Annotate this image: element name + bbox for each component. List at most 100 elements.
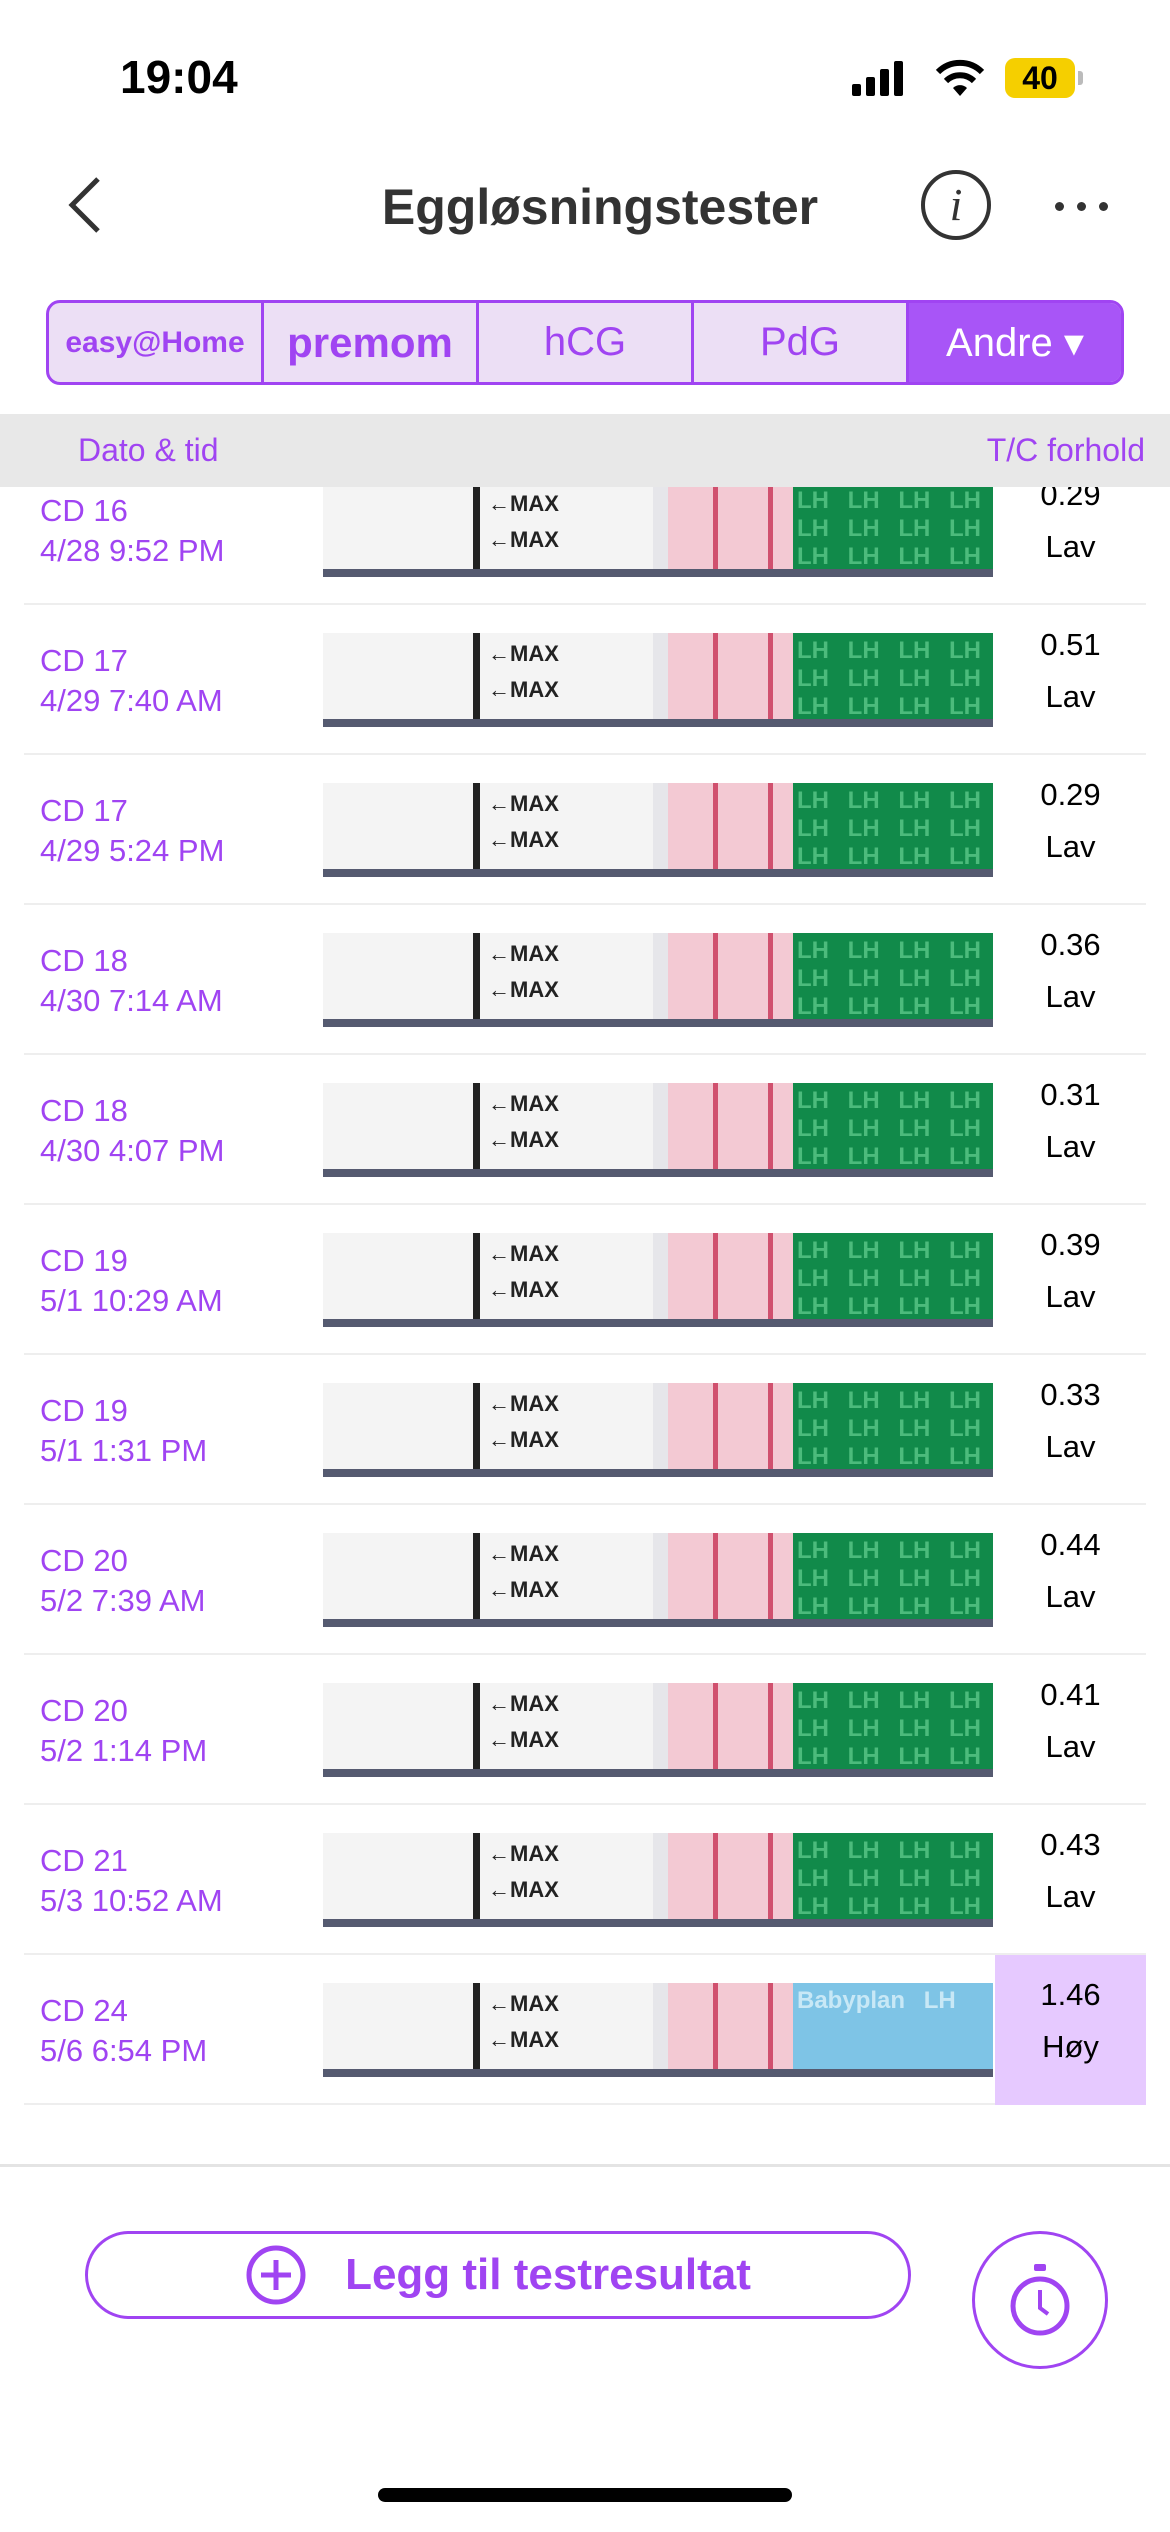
date-time: 5/1 10:29 AM xyxy=(40,1283,223,1318)
date-time: 4/30 4:07 PM xyxy=(40,1133,225,1168)
strip-brand-area: LH LH LH LH LH LH LH LH LH LH LH LH xyxy=(793,1833,993,1919)
tc-ratio-value: 0.31 xyxy=(1040,1077,1101,1112)
strip-brand-area: LH LH LH LH LH LH LH LH LH LH LH LH xyxy=(793,1083,993,1169)
lh-level: Lav xyxy=(1045,1729,1096,1764)
row-date: CD 21 5/3 10:52 AM xyxy=(40,1841,223,1921)
max-label: ←MAX xyxy=(488,1727,559,1752)
date-time: 5/3 10:52 AM xyxy=(40,1883,223,1918)
tc-ratio-cell: 0.39 Lav xyxy=(995,1205,1146,1355)
row-date: CD 17 4/29 7:40 AM xyxy=(40,641,223,721)
tab-easy-at-home[interactable]: easy@Home xyxy=(49,303,264,382)
max-label: ←MAX xyxy=(488,491,559,516)
max-label: ←MAX xyxy=(488,1841,559,1866)
max-label: ←MAX xyxy=(488,1391,559,1416)
tc-ratio-cell: 0.36 Lav xyxy=(995,905,1146,1055)
tab-andre-dropdown[interactable]: Andre ▾ xyxy=(909,303,1121,382)
test-strip-image[interactable]: ←MAX ←MAX LH LH LH LH LH LH LH LH LH LH … xyxy=(323,487,993,577)
table-row[interactable]: CD 21 5/3 10:52 AM ←MAX ←MAX LH LH LH LH … xyxy=(24,1805,1146,1955)
row-date: CD 18 4/30 4:07 PM xyxy=(40,1091,224,1171)
lh-level: Lav xyxy=(1045,1579,1096,1614)
test-result-list[interactable]: CD 16 4/28 9:52 PM ←MAX ←MAX LH LH LH LH … xyxy=(0,487,1170,2167)
date-time: 4/29 7:40 AM xyxy=(40,683,223,718)
date-time: 5/1 1:31 PM xyxy=(40,1433,208,1468)
test-strip-image[interactable]: ←MAX ←MAX LH LH LH LH LH LH LH LH LH LH … xyxy=(323,933,993,1027)
tab-premom[interactable]: premom xyxy=(264,303,479,382)
back-chevron-icon[interactable] xyxy=(60,175,110,235)
lh-level: Lav xyxy=(1045,529,1096,564)
tab-pdg[interactable]: PdG xyxy=(694,303,909,382)
test-strip-image[interactable]: ←MAX ←MAX LH LH LH LH LH LH LH LH LH LH … xyxy=(323,783,993,877)
date-time: 4/29 5:24 PM xyxy=(40,833,225,868)
strip-brand-area: LH LH LH LH LH LH LH LH LH LH LH LH xyxy=(793,1383,993,1469)
table-row[interactable]: CD 18 4/30 4:07 PM ←MAX ←MAX LH LH LH LH … xyxy=(24,1055,1146,1205)
tc-ratio-value: 0.29 xyxy=(1040,777,1101,812)
test-strip-image[interactable]: ←MAX ←MAX LH LH LH LH LH LH LH LH LH LH … xyxy=(323,1833,993,1927)
tc-ratio-cell: 0.44 Lav xyxy=(995,1505,1146,1655)
test-strip-image[interactable]: ←MAX ←MAX LH LH LH LH LH LH LH LH LH LH … xyxy=(323,1233,993,1327)
strip-brand-area: LH LH LH LH LH LH LH LH LH LH LH LH xyxy=(793,487,993,569)
test-strip-image[interactable]: ←MAX ←MAX LH LH LH LH LH LH LH LH LH LH … xyxy=(323,1533,993,1627)
wifi-icon xyxy=(935,59,985,96)
max-label: ←MAX xyxy=(488,1127,559,1152)
tc-ratio-value: 0.51 xyxy=(1040,627,1101,662)
tc-ratio-value: 0.44 xyxy=(1040,1527,1101,1562)
test-strip-image[interactable]: ←MAX ←MAX LH LH LH LH LH LH LH LH LH LH … xyxy=(323,1683,993,1777)
strip-brand-area: LH LH LH LH LH LH LH LH LH LH LH LH xyxy=(793,783,993,869)
test-strip-image[interactable]: ←MAX ←MAX LH LH LH LH LH LH LH LH LH LH … xyxy=(323,1383,993,1477)
brand-tabs: easy@Home premom hCG PdG Andre ▾ xyxy=(46,300,1124,385)
strip-brand-area: LH LH LH LH LH LH LH LH LH LH LH LH xyxy=(793,1233,993,1319)
tc-ratio-cell: 0.41 Lav xyxy=(995,1655,1146,1805)
plus-circle-icon xyxy=(246,2245,306,2305)
tc-ratio-value: 0.33 xyxy=(1040,1377,1101,1412)
table-row[interactable]: CD 17 4/29 7:40 AM ←MAX ←MAX LH LH LH LH … xyxy=(24,605,1146,755)
info-icon[interactable]: i xyxy=(921,170,991,240)
table-row[interactable]: CD 20 5/2 1:14 PM ←MAX ←MAX LH LH LH LH L… xyxy=(24,1655,1146,1805)
tc-ratio-cell: 0.31 Lav xyxy=(995,1055,1146,1205)
strip-brand-area: LH LH LH LH LH LH LH LH LH LH LH LH xyxy=(793,633,993,719)
tc-ratio-cell: 0.33 Lav xyxy=(995,1355,1146,1505)
ratio-column-header: T/C forhold xyxy=(986,432,1145,468)
max-label: ←MAX xyxy=(488,1427,559,1452)
tab-hcg[interactable]: hCG xyxy=(479,303,694,382)
max-label: ←MAX xyxy=(488,941,559,966)
date-time: 5/2 7:39 AM xyxy=(40,1583,206,1618)
table-row[interactable]: CD 16 4/28 9:52 PM ←MAX ←MAX LH LH LH LH … xyxy=(24,487,1146,605)
max-label: ←MAX xyxy=(488,2027,559,2052)
max-label: ←MAX xyxy=(488,791,559,816)
more-options-icon[interactable] xyxy=(1055,202,1108,211)
add-test-result-button[interactable]: Legg til testresultat xyxy=(85,2231,911,2319)
timer-button[interactable] xyxy=(972,2231,1108,2369)
home-indicator[interactable] xyxy=(378,2488,792,2502)
test-strip-image[interactable]: ←MAX ←MAX Babyplan LH xyxy=(323,1983,993,2077)
date-time: 4/30 7:14 AM xyxy=(40,983,223,1018)
lh-level: Lav xyxy=(1045,1879,1096,1914)
test-strip-image[interactable]: ←MAX ←MAX LH LH LH LH LH LH LH LH LH LH … xyxy=(323,1083,993,1177)
lh-level: Lav xyxy=(1045,1279,1096,1314)
tc-ratio-cell: 0.29 Lav xyxy=(995,755,1146,905)
cycle-day: CD 18 xyxy=(40,943,128,978)
table-row[interactable]: CD 19 5/1 10:29 AM ←MAX ←MAX LH LH LH LH … xyxy=(24,1205,1146,1355)
table-row[interactable]: CD 18 4/30 7:14 AM ←MAX ←MAX LH LH LH LH … xyxy=(24,905,1146,1055)
strip-brand-area: LH LH LH LH LH LH LH LH LH LH LH LH xyxy=(793,933,993,1019)
cycle-day: CD 16 xyxy=(40,493,128,528)
test-strip-image[interactable]: ←MAX ←MAX LH LH LH LH LH LH LH LH LH LH … xyxy=(323,633,993,727)
date-column-header: Dato & tid xyxy=(78,432,219,468)
strip-brand-area: Babyplan LH xyxy=(793,1983,993,2069)
table-row[interactable]: CD 19 5/1 1:31 PM ←MAX ←MAX LH LH LH LH L… xyxy=(24,1355,1146,1505)
date-time: 5/6 6:54 PM xyxy=(40,2033,208,2068)
max-label: ←MAX xyxy=(488,1577,559,1602)
tc-ratio-value: 0.43 xyxy=(1040,1827,1101,1862)
table-row[interactable]: CD 20 5/2 7:39 AM ←MAX ←MAX LH LH LH LH L… xyxy=(24,1505,1146,1655)
max-label: ←MAX xyxy=(488,641,559,666)
page-title: Eggløsningstester xyxy=(381,179,819,235)
cycle-day: CD 21 xyxy=(40,1843,128,1878)
max-label: ←MAX xyxy=(488,1991,559,2016)
date-time: 5/2 1:14 PM xyxy=(40,1733,208,1768)
table-row[interactable]: CD 17 4/29 5:24 PM ←MAX ←MAX LH LH LH LH … xyxy=(24,755,1146,905)
strip-brand-area: LH LH LH LH LH LH LH LH LH LH LH LH xyxy=(793,1533,993,1619)
tc-ratio-cell: 0.51 Lav xyxy=(995,605,1146,755)
table-row[interactable]: CD 24 5/6 6:54 PM ←MAX ←MAX Babyplan LH 1… xyxy=(24,1955,1146,2105)
max-label: ←MAX xyxy=(488,527,559,552)
row-date: CD 24 5/6 6:54 PM xyxy=(40,1991,207,2071)
tc-ratio-value: 0.29 xyxy=(1040,487,1101,512)
